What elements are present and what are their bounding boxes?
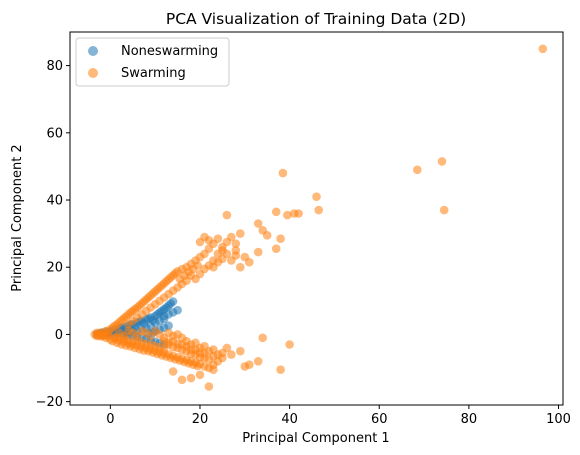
point-swarming [169,367,178,376]
x-tick-label: 40 [281,412,298,427]
y-tick-label: 20 [46,261,63,276]
x-tick-label: 80 [461,412,478,427]
chart-title: PCA Visualization of Training Data (2D) [166,10,466,28]
y-tick-label: 40 [46,194,63,209]
point-swarming [263,231,272,240]
point-swarming [539,45,548,54]
y-tick-label: −20 [36,395,63,410]
point-swarming [214,234,223,243]
point-swarming [314,206,323,215]
point-swarming [440,206,449,215]
point-swarming [438,157,447,166]
x-tick-label: 0 [106,412,114,427]
point-swarming [209,352,218,361]
point-swarming [276,365,285,374]
y-tick-label: 60 [46,126,63,141]
point-noneswarming [173,306,182,315]
point-swarming [223,344,232,353]
x-tick-label: 20 [192,412,209,427]
point-swarming [196,371,205,380]
legend-marker-swarming [88,68,98,78]
point-swarming [218,246,227,255]
y-tick-label: 0 [55,328,63,343]
point-swarming [236,347,245,356]
point-swarming [245,360,254,369]
point-swarming [272,208,281,217]
point-swarming [205,382,214,391]
legend-label-noneswarming: Noneswarming [121,44,218,59]
point-swarming [187,374,196,383]
point-swarming [209,365,218,374]
point-swarming [272,244,281,253]
point-swarming [236,263,245,272]
point-swarming [232,239,241,248]
point-swarming [245,258,254,267]
point-swarming [413,166,422,175]
point-noneswarming [169,297,178,306]
point-swarming [254,357,263,366]
point-swarming [258,334,267,343]
legend-label-swarming: Swarming [121,66,186,81]
point-swarming [232,251,241,260]
point-swarming [285,340,294,349]
x-axis-label: Principal Component 1 [242,431,389,446]
point-swarming [178,376,187,385]
point-swarming [276,234,285,243]
legend: Noneswarming Swarming [76,38,229,86]
point-swarming [283,211,292,220]
point-swarming [191,346,200,355]
point-swarming [312,192,321,201]
point-swarming [182,342,191,351]
y-tick-label: 80 [46,59,63,74]
point-swarming [223,211,232,220]
point-swarming [279,169,288,178]
x-tick-label: 100 [546,412,571,427]
point-swarming [236,229,245,238]
y-axis-label: Principal Component 2 [10,144,25,291]
legend-marker-noneswarming [88,46,98,56]
point-swarming [254,248,263,257]
x-tick-label: 60 [371,412,388,427]
point-swarming [205,236,214,245]
